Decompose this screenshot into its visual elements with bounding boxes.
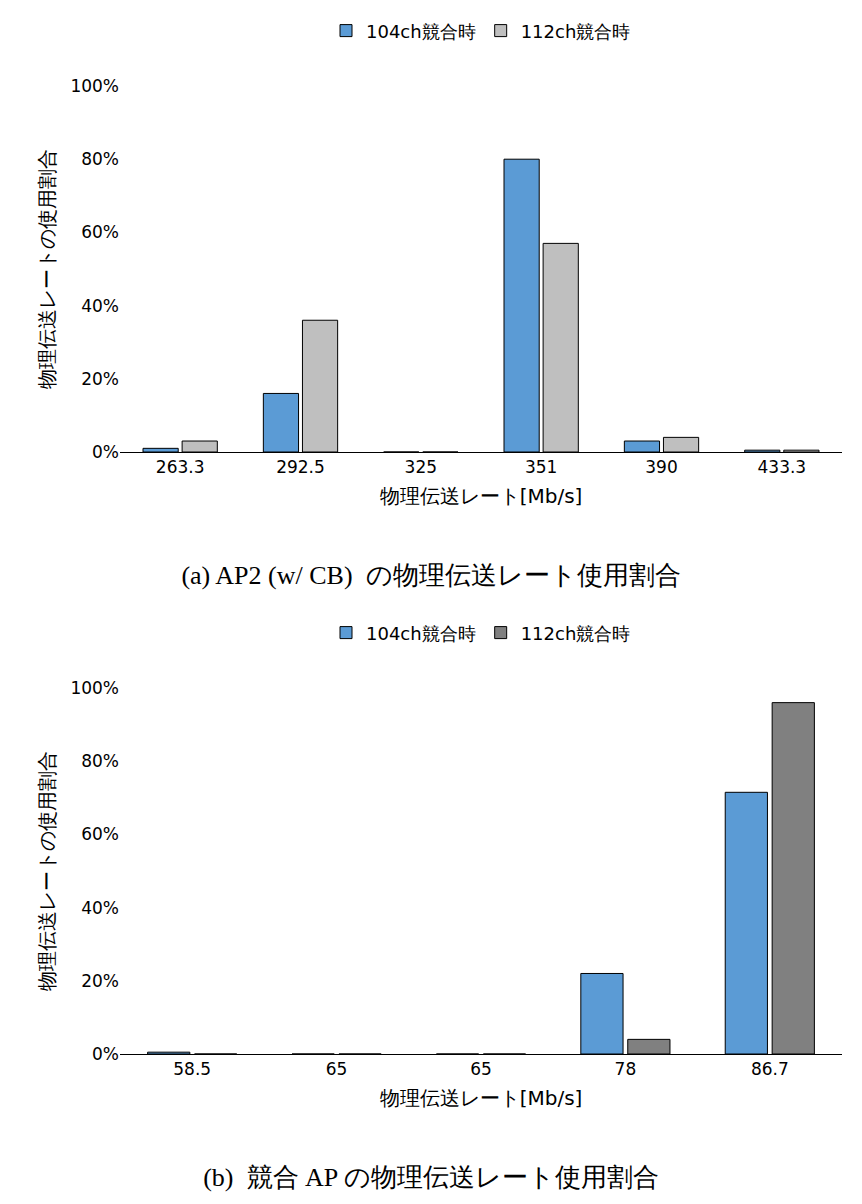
svg-text:80%: 80%	[81, 751, 119, 771]
svg-text:65: 65	[326, 1059, 348, 1079]
svg-text:433.3: 433.3	[757, 457, 806, 477]
svg-text:60%: 60%	[81, 222, 119, 242]
svg-text:112ch競合時: 112ch競合時	[521, 623, 631, 644]
svg-text:80%: 80%	[81, 149, 119, 169]
svg-text:263.3: 263.3	[156, 457, 205, 477]
svg-text:物理伝送レート[Mb/s]: 物理伝送レート[Mb/s]	[380, 1086, 583, 1110]
svg-text:292.5: 292.5	[276, 457, 325, 477]
svg-text:100%: 100%	[70, 76, 119, 96]
svg-text:60%: 60%	[81, 824, 119, 844]
svg-text:40%: 40%	[81, 898, 119, 918]
svg-text:58.5: 58.5	[173, 1059, 211, 1079]
svg-text:40%: 40%	[81, 296, 119, 316]
svg-text:78: 78	[615, 1059, 637, 1079]
svg-text:20%: 20%	[81, 369, 119, 389]
svg-text:20%: 20%	[81, 971, 119, 991]
svg-text:物理伝送レート[Mb/s]: 物理伝送レート[Mb/s]	[380, 484, 583, 508]
svg-text:390: 390	[645, 457, 677, 477]
svg-text:0%: 0%	[92, 1044, 119, 1064]
svg-text:(b) 競合 AP の物理伝送レート使用割合: (b) 競合 AP の物理伝送レート使用割合	[203, 1163, 659, 1192]
svg-text:100%: 100%	[70, 678, 119, 698]
svg-text:65: 65	[470, 1059, 492, 1079]
svg-text:0%: 0%	[92, 442, 119, 462]
svg-text:物理伝送レートの使用割合: 物理伝送レートの使用割合	[35, 149, 59, 389]
svg-text:112ch競合時: 112ch競合時	[521, 21, 631, 42]
svg-text:104ch競合時: 104ch競合時	[366, 21, 476, 42]
svg-text:86.7: 86.7	[751, 1059, 789, 1079]
svg-text:325: 325	[405, 457, 437, 477]
svg-text:物理伝送レートの使用割合: 物理伝送レートの使用割合	[35, 751, 59, 991]
svg-text:104ch競合時: 104ch競合時	[366, 623, 476, 644]
svg-text:(a) AP2 (w/ CB) の物理伝送レート使用割合: (a) AP2 (w/ CB) の物理伝送レート使用割合	[181, 561, 680, 590]
svg-text:351: 351	[525, 457, 557, 477]
